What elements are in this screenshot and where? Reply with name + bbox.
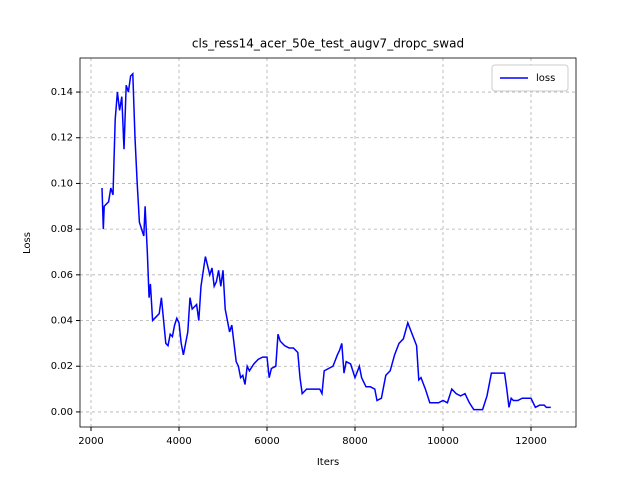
y-tick-label: 0.06 bbox=[51, 270, 73, 281]
y-tick-label: 0.10 bbox=[51, 178, 73, 189]
y-tick-label: 0.14 bbox=[51, 87, 73, 98]
axes-frame bbox=[79, 57, 577, 428]
y-tick-label: 0.12 bbox=[51, 133, 73, 144]
y-tick-label: 0.00 bbox=[51, 407, 73, 418]
chart-title: cls_ress14_acer_50e_test_augv7_dropc_swa… bbox=[192, 37, 464, 51]
x-tick-label: 2000 bbox=[78, 436, 103, 447]
legend-box bbox=[491, 64, 569, 92]
x-tick-label: 10000 bbox=[427, 436, 459, 447]
line-series bbox=[101, 71, 551, 411]
y-tick-label: 0.08 bbox=[51, 224, 73, 235]
legend-label: loss bbox=[536, 73, 555, 84]
y-axis-label: Loss bbox=[22, 232, 33, 254]
x-tick-label: 12000 bbox=[515, 436, 547, 447]
y-tick-label: 0.04 bbox=[51, 316, 73, 327]
x-axis-label: Iters bbox=[317, 457, 339, 468]
x-tick-label: 4000 bbox=[166, 436, 191, 447]
x-tick-label: 8000 bbox=[342, 436, 367, 447]
y-tick-label: 0.02 bbox=[51, 361, 73, 372]
x-tick-label: 6000 bbox=[254, 436, 279, 447]
